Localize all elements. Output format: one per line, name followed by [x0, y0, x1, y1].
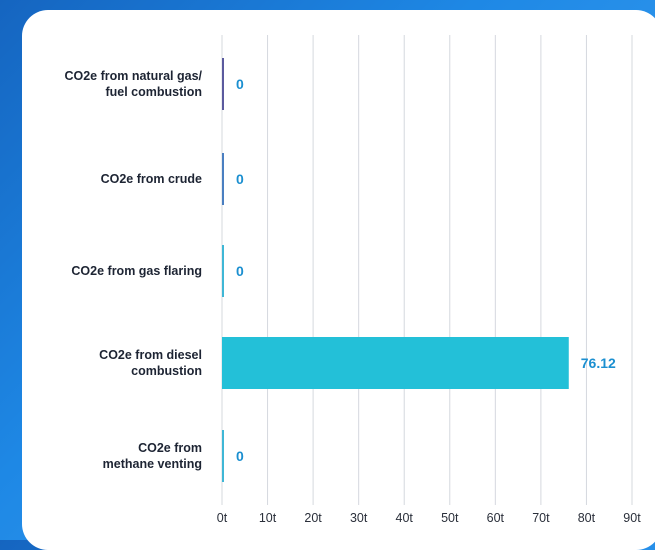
bar[interactable]: [222, 58, 224, 110]
bar[interactable]: [222, 245, 224, 297]
x-tick-label: 60t: [487, 511, 505, 525]
bar-chart: CO2e from natural gas/fuel combustion CO2…: [64, 35, 641, 525]
category-label: CO2e from crude: [101, 172, 202, 186]
data-label: 76.12: [581, 355, 616, 371]
category-label: CO2e from methane venting: [103, 441, 202, 471]
bar[interactable]: [222, 337, 569, 389]
x-tick-label: 0t: [217, 511, 228, 525]
x-tick-label: 50t: [441, 511, 459, 525]
category-label: CO2e from natural gas/fuel combustion: [64, 69, 202, 99]
x-tick-label: 20t: [304, 511, 322, 525]
x-tick-label: 30t: [350, 511, 368, 525]
x-tick-label: 90t: [623, 511, 641, 525]
bars: [222, 58, 569, 482]
data-label: 0: [236, 171, 244, 187]
data-label: 0: [236, 76, 244, 92]
x-axis-ticks: 0t 10t 20t 30t 40t 50t 60t 70t 80t 90t: [217, 511, 641, 525]
category-label: CO2e from gas flaring: [71, 264, 202, 278]
grid-lines: [221, 35, 633, 505]
data-label: 0: [236, 263, 244, 279]
bar[interactable]: [222, 430, 224, 482]
category-label: CO2e from diesel combustion: [99, 348, 202, 378]
x-tick-label: 70t: [532, 511, 550, 525]
bar[interactable]: [222, 153, 224, 205]
x-tick-label: 10t: [259, 511, 277, 525]
chart-card: CO2e from natural gas/fuel combustion CO2…: [22, 10, 655, 550]
x-tick-label: 80t: [578, 511, 596, 525]
category-labels: CO2e from natural gas/fuel combustion CO2…: [64, 69, 202, 471]
data-label: 0: [236, 448, 244, 464]
value-labels: 0 0 0 76.12 0: [236, 76, 616, 464]
x-tick-label: 40t: [396, 511, 414, 525]
